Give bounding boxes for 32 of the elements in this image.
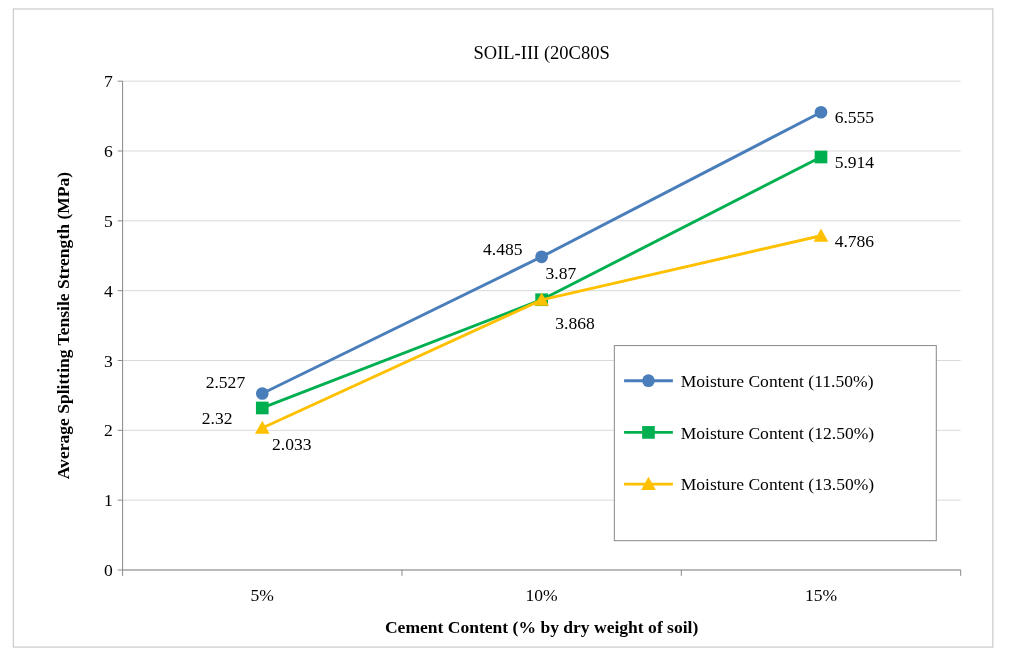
y-tick-label: 3 bbox=[104, 350, 114, 371]
data-label: 2.033 bbox=[272, 433, 312, 454]
data-label: 5.914 bbox=[834, 152, 875, 173]
x-axis-title: Cement Content (% by dry weight of soil) bbox=[384, 617, 699, 638]
point bbox=[814, 105, 828, 119]
x-tick-label: 15% bbox=[804, 585, 838, 606]
legend-label: Moisture Content (12.50%) bbox=[680, 422, 875, 443]
legend-label: Moisture Content (11.50%) bbox=[680, 370, 874, 391]
data-label: 2.527 bbox=[205, 371, 246, 392]
point bbox=[254, 420, 270, 434]
y-tick-label: 0 bbox=[104, 560, 114, 581]
y-tick-label: 6 bbox=[104, 141, 114, 162]
data-label: 4.485 bbox=[483, 239, 523, 260]
y-axis-title: Average Splitting Tensile Strength (MPa) bbox=[52, 171, 73, 480]
y-tick-label: 4 bbox=[104, 280, 114, 301]
x-tick-label: 5% bbox=[250, 585, 275, 606]
point bbox=[255, 387, 269, 400]
x-tick-label: 10% bbox=[525, 585, 559, 606]
data-label: 4.786 bbox=[834, 230, 875, 251]
y-tick-label: 2 bbox=[104, 420, 113, 441]
chart-title: SOIL-III (20C80S bbox=[473, 41, 610, 64]
legend-label: Moisture Content (13.50%) bbox=[680, 474, 875, 495]
point bbox=[535, 250, 548, 264]
data-label: 2.32 bbox=[201, 407, 233, 428]
point bbox=[813, 228, 829, 242]
data-label: 6.555 bbox=[834, 107, 875, 128]
y-tick-label: 7 bbox=[104, 71, 114, 92]
data-label: 3.87 bbox=[545, 262, 577, 283]
y-tick-label: 5 bbox=[104, 210, 114, 231]
data-label: 3.868 bbox=[555, 313, 595, 334]
point bbox=[255, 401, 269, 415]
y-tick-label: 1 bbox=[104, 490, 113, 511]
